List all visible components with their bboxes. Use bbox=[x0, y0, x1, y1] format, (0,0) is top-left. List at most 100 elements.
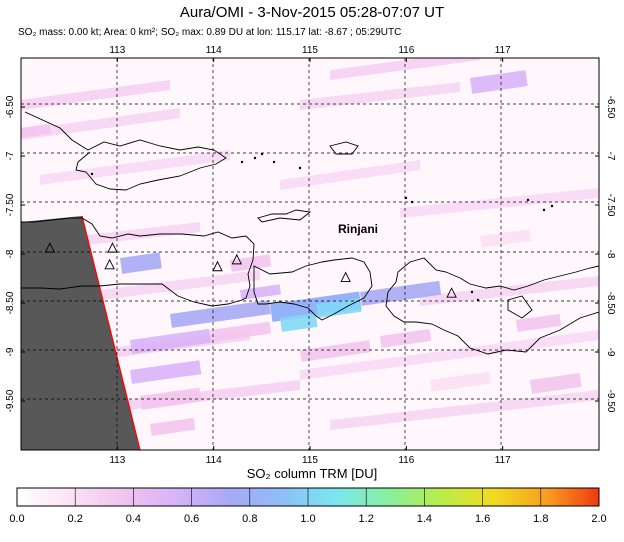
lat-tick-label-left: -9 bbox=[5, 347, 16, 356]
swath-stripe bbox=[300, 82, 460, 110]
islet-dot bbox=[550, 204, 554, 208]
coastline-java-north bbox=[21, 217, 255, 299]
lat-tick-label-left: -8.50 bbox=[5, 291, 16, 314]
coastline-sepudi bbox=[257, 209, 312, 223]
lat-tick-label-right: -8.50 bbox=[605, 292, 616, 315]
colorbar-tick-label: 0.0 bbox=[9, 513, 24, 525]
islet-dot bbox=[240, 160, 244, 164]
colorbar-tick-label: 0.2 bbox=[68, 513, 83, 525]
volcano-triangle-icon bbox=[340, 271, 351, 282]
colorbar-tick-label: 2.0 bbox=[591, 513, 606, 525]
islet-dot bbox=[272, 160, 276, 164]
volcano-triangle-icon bbox=[212, 260, 223, 272]
so2-retrieval-blocks bbox=[21, 70, 582, 436]
volcano-triangle-icon bbox=[446, 287, 457, 298]
retrieval-block bbox=[229, 254, 272, 272]
swath-stripe bbox=[280, 160, 420, 190]
retrieval-block bbox=[359, 280, 442, 306]
retrieval-block bbox=[130, 328, 212, 354]
swath-stripe bbox=[21, 80, 170, 110]
right-lat-ticks: -6.50 -7 -7.50 -8 -8.50 -9 -9.50 bbox=[595, 96, 616, 413]
retrieval-block bbox=[530, 373, 582, 394]
lat-tick-label-right: -6.50 bbox=[605, 96, 616, 119]
retrieval-block bbox=[280, 312, 318, 332]
map-area: Rinjani bbox=[21, 58, 599, 450]
colorbar-title: SO₂ column TRM [DU] bbox=[246, 466, 378, 481]
colorbar-tick-label: 1.0 bbox=[300, 513, 315, 525]
coastlines bbox=[21, 111, 599, 355]
lon-tick-label-bottom: 115 bbox=[302, 455, 318, 466]
colorbar: 0.0 0.2 0.4 0.6 0.8 1.0 1.2 1.4 1.6 1.8 2.0 bbox=[9, 487, 607, 525]
coastline-lombok-sumbawa-south bbox=[385, 271, 599, 355]
no-data-region bbox=[21, 216, 140, 450]
lat-tick-label-right: -9 bbox=[605, 348, 616, 357]
lat-tick-label-right: -7 bbox=[605, 152, 616, 161]
retrieval-block bbox=[150, 417, 196, 436]
lat-tick-label-left: -7 bbox=[5, 151, 16, 160]
retrieval-block bbox=[316, 297, 362, 318]
colorbar-tick-label: 0.6 bbox=[184, 513, 199, 525]
lat-tick-label-right: -7.50 bbox=[605, 194, 616, 217]
rinjani-label: Rinjani bbox=[338, 222, 378, 236]
retrieval-block bbox=[130, 360, 202, 384]
retrieval-block bbox=[170, 300, 271, 328]
lat-tick-label-right: -9.50 bbox=[605, 390, 616, 413]
colorbar-tick-label: 0.8 bbox=[242, 513, 257, 525]
coastline-sumbawa-north bbox=[397, 257, 599, 291]
swath-stripe bbox=[60, 222, 200, 248]
volcano-triangle-icon bbox=[231, 253, 243, 265]
swath-stripe bbox=[400, 188, 599, 218]
lon-tick-label-bottom: 117 bbox=[495, 455, 511, 466]
islet-dot bbox=[90, 172, 94, 176]
coastline-java-south bbox=[21, 283, 247, 307]
left-lat-ticks: -6.50 -7 -7.50 -8 -8.50 -9 -9.50 bbox=[5, 95, 25, 412]
colorbar-ticks: 0.0 0.2 0.4 0.6 0.8 1.0 1.2 1.4 1.6 1.8 2.0 bbox=[9, 488, 607, 525]
swath-stripe bbox=[330, 390, 599, 430]
islet-dot bbox=[404, 196, 408, 200]
retrieval-block bbox=[516, 313, 562, 332]
retrieval-block bbox=[210, 321, 272, 342]
swath-stripe bbox=[40, 150, 230, 185]
coastline-madura bbox=[24, 111, 227, 191]
coastline-islet-east bbox=[507, 295, 533, 319]
lon-tick-label-top: 117 bbox=[495, 45, 511, 56]
retrieval-block bbox=[430, 371, 492, 392]
retrieval-block bbox=[300, 340, 371, 362]
retrieval-block bbox=[270, 291, 362, 322]
colorbar-tick-label: 1.2 bbox=[359, 513, 374, 525]
map-title: Aura/OMI - 3-Nov-2015 05:28-07:07 UT bbox=[179, 4, 445, 21]
islet-dot bbox=[470, 290, 474, 294]
retrieval-block bbox=[240, 284, 282, 300]
retrieval-block bbox=[139, 387, 202, 410]
swath-stripe bbox=[21, 108, 180, 140]
retrieval-block bbox=[21, 123, 52, 138]
lat-tick-label-right: -8 bbox=[605, 250, 616, 259]
islet-dot bbox=[476, 298, 480, 302]
swath-stripe bbox=[420, 276, 599, 306]
lat-tick-label-left: -9.50 bbox=[5, 389, 16, 412]
islet-dot bbox=[526, 198, 530, 202]
colorbar-tick-label: 1.8 bbox=[533, 513, 548, 525]
swath-stripe bbox=[300, 330, 599, 380]
volcano-triangle-icon bbox=[44, 242, 56, 253]
retrieval-block bbox=[120, 252, 162, 274]
coastline-bali bbox=[253, 257, 373, 321]
islet-dot bbox=[260, 152, 264, 156]
swath-edge-line bbox=[81, 215, 141, 450]
map-subtitle: SO₂ mass: 0.00 kt; Area: 0 km²; SO₂ max:… bbox=[18, 27, 402, 38]
retrieval-block bbox=[470, 70, 528, 94]
volcano-triangle-icon bbox=[107, 242, 118, 253]
small-islets bbox=[90, 152, 554, 302]
lat-tick-label-left: -7.50 bbox=[5, 193, 16, 216]
graticule bbox=[21, 58, 599, 450]
lon-tick-label-top: 115 bbox=[302, 45, 318, 56]
colorbar-tick-label: 1.4 bbox=[417, 513, 432, 525]
top-lon-ticks: 113 114 115 116 117 bbox=[109, 45, 511, 62]
lon-tick-label-bottom: 114 bbox=[206, 455, 222, 466]
lon-tick-label-bottom: 116 bbox=[398, 455, 414, 466]
islet-dot bbox=[298, 166, 302, 170]
bottom-lon-ticks: 113 114 115 116 117 bbox=[109, 446, 511, 466]
retrieval-block bbox=[380, 329, 432, 348]
lat-tick-label-left: -8 bbox=[5, 249, 16, 258]
